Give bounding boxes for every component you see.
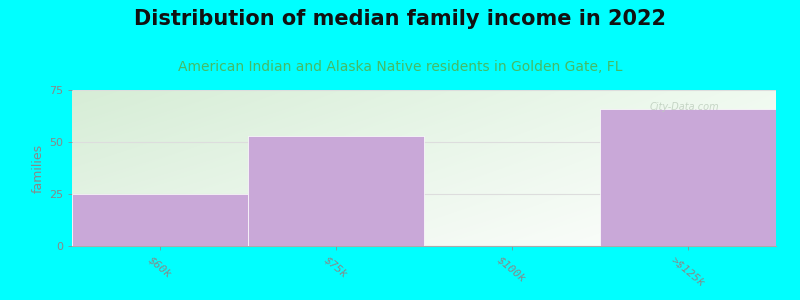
Text: American Indian and Alaska Native residents in Golden Gate, FL: American Indian and Alaska Native reside…	[178, 60, 622, 74]
Text: City-Data.com: City-Data.com	[650, 103, 719, 112]
FancyBboxPatch shape	[248, 136, 424, 246]
FancyBboxPatch shape	[72, 194, 248, 246]
FancyBboxPatch shape	[600, 109, 776, 246]
Y-axis label: families: families	[32, 143, 45, 193]
Text: Distribution of median family income in 2022: Distribution of median family income in …	[134, 9, 666, 29]
